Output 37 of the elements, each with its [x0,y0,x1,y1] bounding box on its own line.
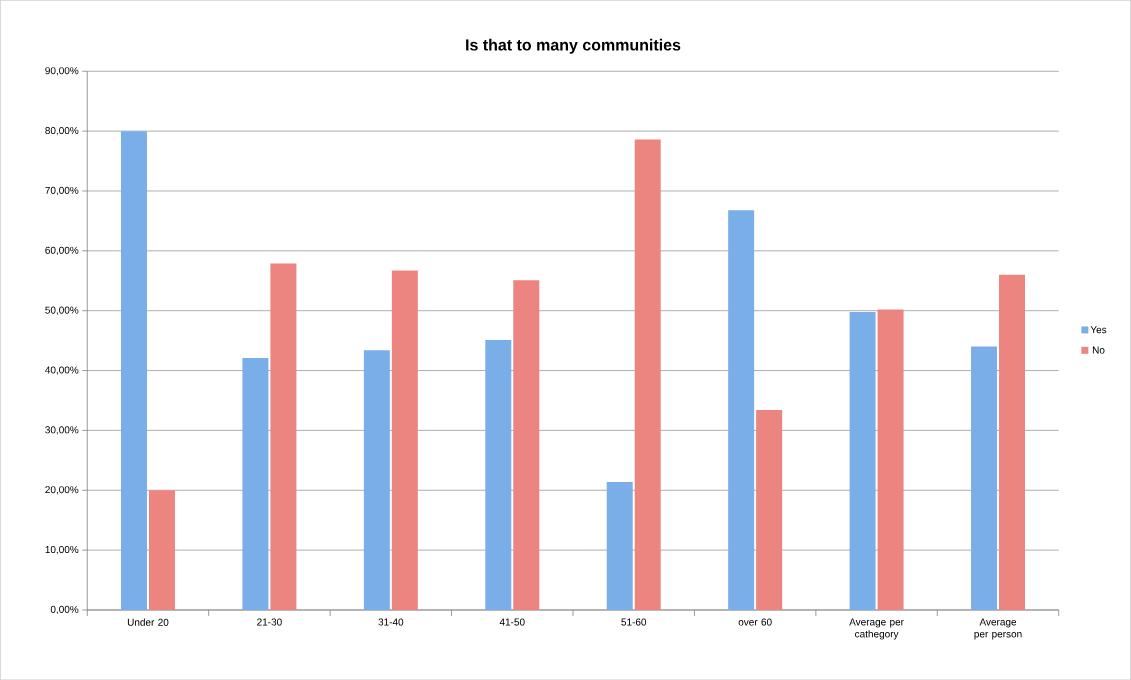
chart-title: Is that to many communities [466,38,681,54]
x-tick-label: Average per person [974,618,1022,640]
bar [513,280,540,610]
legend-label: Yes [1090,326,1107,334]
x-tick-label: 51-60 [621,618,647,626]
x-tick-label: Under 20 [127,618,169,626]
bar [877,309,904,610]
y-tick-label: 30,00% [45,426,79,435]
y-tick-label: 20,00% [45,486,79,495]
y-tick-label: 70,00% [45,186,79,196]
bar [148,490,175,610]
bar [756,409,783,610]
bar [728,210,755,610]
x-tick-label: 21-30 [257,618,282,626]
bar [485,339,512,610]
x-tick-label: over 60 [738,618,772,626]
y-tick-label: 10,00% [45,545,79,555]
bar [606,481,633,610]
x-tick-label: 31-40 [378,618,404,626]
y-tick-label: 50,00% [45,306,79,315]
bar [634,139,661,610]
bar [849,311,876,610]
y-tick-label: 40,00% [45,366,79,375]
bar [971,346,998,610]
legend-label: No [1092,346,1105,354]
x-tick-label: Average per cathegory [849,618,904,640]
y-tick-label: 0,00% [50,605,79,614]
bar [270,263,297,610]
bar [363,350,390,610]
bar [242,357,269,610]
y-tick-label: 90,00% [45,67,79,76]
x-tick-label: 41-50 [499,618,525,626]
bar [391,270,418,610]
bar [120,131,147,610]
y-tick-label: 80,00% [45,126,79,136]
bar [999,274,1026,610]
y-tick-label: 60,00% [45,246,79,255]
